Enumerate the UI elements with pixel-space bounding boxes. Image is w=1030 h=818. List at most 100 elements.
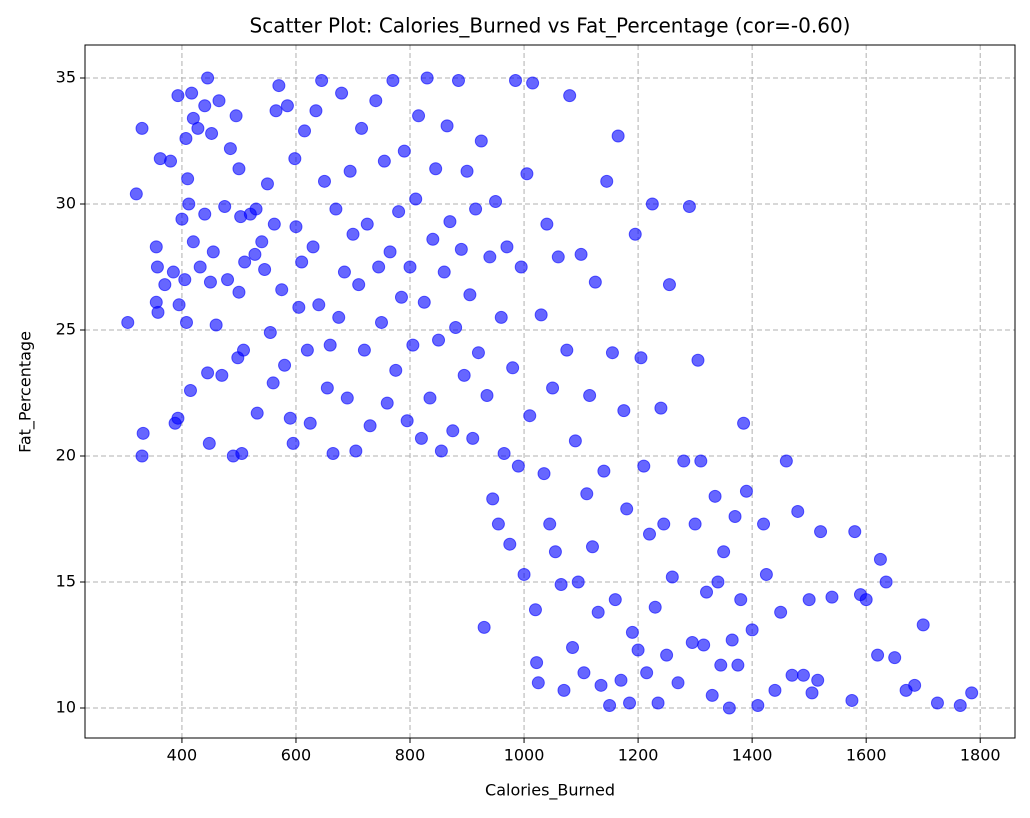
point (255, 235, 269, 249)
point (845, 693, 859, 707)
point (965, 686, 979, 700)
point (608, 593, 622, 607)
point (283, 411, 297, 425)
point (175, 212, 189, 226)
point (446, 424, 460, 438)
point (426, 232, 440, 246)
point (209, 318, 223, 332)
point (523, 409, 537, 423)
point (457, 368, 471, 382)
point (728, 509, 742, 523)
point (571, 575, 585, 589)
x-tick-label: 1800 (960, 746, 1001, 765)
point (825, 590, 839, 604)
point (491, 517, 505, 531)
point (497, 446, 511, 460)
point (198, 99, 212, 113)
point (300, 343, 314, 357)
point (272, 79, 286, 93)
point (480, 389, 494, 403)
point (335, 86, 349, 100)
point (677, 454, 691, 468)
y-tick-label: 25 (56, 320, 76, 339)
point (694, 454, 708, 468)
point (185, 86, 199, 100)
chart-title: Scatter Plot: Calories_Burned vs Fat_Per… (250, 14, 851, 38)
point (136, 426, 150, 440)
point (774, 605, 788, 619)
point (708, 489, 722, 503)
point (605, 346, 619, 360)
point (198, 207, 212, 221)
y-tick-label: 20 (56, 446, 76, 465)
point (292, 300, 306, 314)
point (179, 315, 193, 329)
point (600, 174, 614, 188)
point (537, 467, 551, 481)
point (164, 154, 178, 168)
point (337, 265, 351, 279)
point (651, 696, 665, 710)
point (135, 121, 149, 135)
point (121, 315, 135, 329)
point (471, 346, 485, 360)
point (634, 351, 648, 365)
point (355, 121, 369, 135)
point (235, 446, 249, 460)
point (930, 696, 944, 710)
point (597, 464, 611, 478)
point (400, 414, 414, 428)
point (908, 678, 922, 692)
point (916, 618, 930, 632)
point (423, 391, 437, 405)
point (181, 172, 195, 186)
point (543, 517, 557, 531)
point (158, 278, 172, 292)
point (171, 411, 185, 425)
point (280, 99, 294, 113)
point (363, 419, 377, 433)
point (697, 638, 711, 652)
grid (85, 45, 1015, 738)
point (637, 459, 651, 473)
x-tick-label: 1200 (618, 746, 659, 765)
point (203, 275, 217, 289)
point (179, 131, 193, 145)
point (871, 648, 885, 662)
point (258, 263, 272, 277)
point (349, 444, 363, 458)
point (394, 290, 408, 304)
point (346, 227, 360, 241)
point (648, 600, 662, 614)
point (691, 353, 705, 367)
point (530, 656, 544, 670)
point (682, 200, 696, 214)
point (705, 688, 719, 702)
points (121, 71, 979, 715)
point (151, 305, 165, 319)
point (657, 517, 671, 531)
point (528, 603, 542, 617)
point (685, 635, 699, 649)
point (186, 235, 200, 249)
point (332, 310, 346, 324)
point (288, 152, 302, 166)
point (779, 454, 793, 468)
point (178, 273, 192, 287)
point (357, 343, 371, 357)
point (460, 164, 474, 178)
point (503, 537, 517, 551)
point (223, 142, 237, 156)
point (360, 217, 374, 231)
point (315, 74, 329, 88)
point (517, 567, 531, 581)
point (617, 404, 631, 418)
point (263, 326, 277, 340)
point (534, 308, 548, 322)
point (202, 436, 216, 450)
point (149, 240, 163, 254)
point (389, 363, 403, 377)
point (377, 154, 391, 168)
point (511, 459, 525, 473)
point (201, 71, 215, 85)
